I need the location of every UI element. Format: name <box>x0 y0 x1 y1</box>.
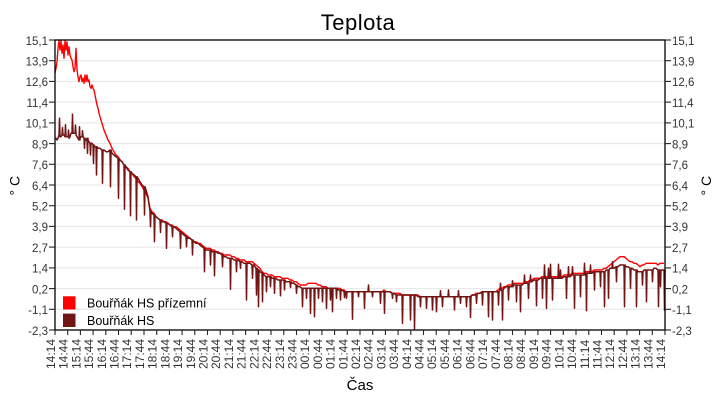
svg-text:05:14: 05:14 <box>425 339 439 369</box>
svg-text:10,1: 10,1 <box>26 119 48 131</box>
svg-text:14:14: 14:14 <box>654 339 668 369</box>
svg-text:20:44: 20:44 <box>209 339 223 369</box>
svg-text:13:14: 13:14 <box>629 339 643 369</box>
svg-text:-2,3: -2,3 <box>672 326 692 338</box>
svg-text:17:14: 17:14 <box>120 339 134 369</box>
svg-text:17:44: 17:44 <box>133 339 147 369</box>
svg-text:19:14: 19:14 <box>171 339 185 369</box>
svg-text:18:14: 18:14 <box>146 339 160 369</box>
svg-text:13,9: 13,9 <box>672 57 694 69</box>
svg-text:23:14: 23:14 <box>273 339 287 369</box>
svg-text:04:44: 04:44 <box>413 339 427 369</box>
svg-text:Bouřňák HS přízemní: Bouřňák HS přízemní <box>87 296 207 310</box>
svg-text:10:14: 10:14 <box>552 339 566 369</box>
svg-text:15,1: 15,1 <box>26 36 48 48</box>
svg-text:07:14: 07:14 <box>476 339 490 369</box>
svg-text:01:44: 01:44 <box>336 339 350 369</box>
svg-text:-2,3: -2,3 <box>28 326 48 338</box>
svg-text:11,4: 11,4 <box>26 98 48 110</box>
svg-text:Teplota: Teplota <box>321 10 396 35</box>
svg-text:° C: ° C <box>698 176 714 196</box>
svg-text:11:14: 11:14 <box>578 340 592 369</box>
svg-text:06:14: 06:14 <box>451 339 465 369</box>
svg-text:13:44: 13:44 <box>641 339 655 369</box>
svg-text:16:44: 16:44 <box>108 339 122 369</box>
svg-text:00:44: 00:44 <box>311 339 325 369</box>
svg-text:10,1: 10,1 <box>672 119 694 131</box>
svg-text:11,4: 11,4 <box>672 98 694 110</box>
svg-text:14:14: 14:14 <box>44 339 58 369</box>
svg-text:3,9: 3,9 <box>32 222 48 234</box>
svg-text:11:44: 11:44 <box>591 340 605 369</box>
svg-text:20:14: 20:14 <box>197 339 211 369</box>
svg-text:22:14: 22:14 <box>247 339 261 369</box>
svg-text:8,9: 8,9 <box>672 139 688 151</box>
svg-text:08:14: 08:14 <box>502 339 516 369</box>
svg-text:1,4: 1,4 <box>672 264 689 276</box>
svg-text:15,1: 15,1 <box>672 36 694 48</box>
svg-text:2,7: 2,7 <box>32 243 48 255</box>
svg-text:6,4: 6,4 <box>672 181 689 193</box>
svg-text:2,7: 2,7 <box>672 243 688 255</box>
svg-text:02:14: 02:14 <box>349 339 363 369</box>
svg-text:7,6: 7,6 <box>672 160 688 172</box>
svg-text:01:14: 01:14 <box>324 339 338 369</box>
svg-text:21:14: 21:14 <box>222 339 236 369</box>
svg-text:12:14: 12:14 <box>603 339 617 369</box>
svg-text:18:44: 18:44 <box>158 339 172 369</box>
svg-text:8,9: 8,9 <box>32 139 48 151</box>
svg-text:7,6: 7,6 <box>32 160 48 172</box>
svg-text:03:44: 03:44 <box>387 339 401 369</box>
svg-text:07:44: 07:44 <box>489 339 503 369</box>
svg-text:15:44: 15:44 <box>82 339 96 369</box>
svg-text:1,4: 1,4 <box>32 264 49 276</box>
svg-text:22:44: 22:44 <box>260 339 274 369</box>
svg-text:12,6: 12,6 <box>672 77 694 89</box>
svg-text:6,4: 6,4 <box>32 181 49 193</box>
svg-text:0,2: 0,2 <box>32 284 48 296</box>
svg-text:09:14: 09:14 <box>527 339 541 369</box>
svg-text:Bouřňák HS: Bouřňák HS <box>87 314 154 328</box>
svg-text:04:14: 04:14 <box>400 339 414 369</box>
svg-text:14:44: 14:44 <box>57 339 71 369</box>
svg-text:0,2: 0,2 <box>672 284 688 296</box>
svg-text:Čas: Čas <box>347 377 374 394</box>
svg-text:12:44: 12:44 <box>616 339 630 369</box>
svg-text:02:44: 02:44 <box>362 339 376 369</box>
svg-text:3,9: 3,9 <box>672 222 688 234</box>
svg-text:° C: ° C <box>7 176 23 196</box>
svg-text:23:44: 23:44 <box>286 339 300 369</box>
svg-text:00:14: 00:14 <box>298 339 312 369</box>
svg-text:16:14: 16:14 <box>95 339 109 369</box>
svg-text:08:44: 08:44 <box>514 339 528 369</box>
svg-text:21:44: 21:44 <box>235 339 249 369</box>
svg-text:05:44: 05:44 <box>438 339 452 369</box>
svg-text:13,9: 13,9 <box>26 57 48 69</box>
svg-text:09:44: 09:44 <box>540 339 554 369</box>
svg-text:-1,1: -1,1 <box>28 305 48 317</box>
svg-text:5,2: 5,2 <box>672 202 688 214</box>
svg-text:5,2: 5,2 <box>32 202 48 214</box>
svg-text:12,6: 12,6 <box>26 77 48 89</box>
svg-text:10:44: 10:44 <box>565 339 579 369</box>
svg-text:19:44: 19:44 <box>184 339 198 369</box>
svg-text:15:14: 15:14 <box>69 339 83 369</box>
svg-text:-1,1: -1,1 <box>672 305 692 317</box>
svg-text:06:44: 06:44 <box>463 339 477 369</box>
svg-text:03:14: 03:14 <box>374 339 388 369</box>
